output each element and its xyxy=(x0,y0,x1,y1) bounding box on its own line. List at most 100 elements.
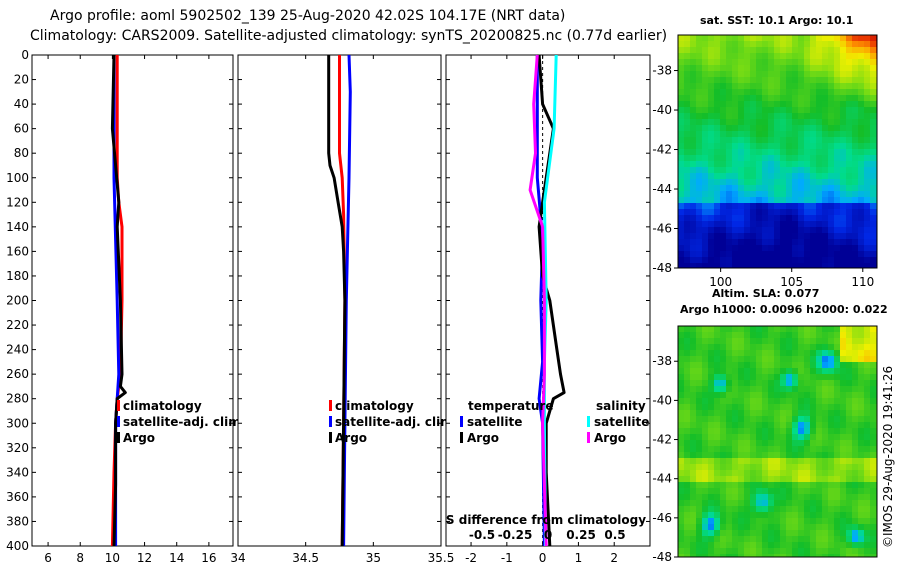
heatmap-cell xyxy=(816,59,822,65)
heatmap-cell xyxy=(792,59,798,65)
heatmap-cell xyxy=(684,380,690,386)
heatmap-cell xyxy=(744,488,750,494)
heatmap-cell xyxy=(828,167,834,173)
heatmap-cell xyxy=(810,101,816,107)
heatmap-cell xyxy=(690,233,696,239)
heatmap-cell xyxy=(702,356,708,362)
heatmap-cell xyxy=(738,107,744,113)
heatmap-cell xyxy=(810,155,816,161)
heatmap-cell xyxy=(810,434,816,440)
heatmap-cell xyxy=(708,179,714,185)
heatmap-cell xyxy=(702,137,708,143)
heatmap-cell xyxy=(720,65,726,71)
heatmap-cell xyxy=(732,410,738,416)
heatmap-cell xyxy=(810,440,816,446)
heatmap-cell xyxy=(714,392,720,398)
heatmap-cell xyxy=(846,53,852,59)
heatmap-cell xyxy=(834,488,840,494)
heatmap-cell xyxy=(708,554,714,557)
heatmap-cell xyxy=(696,155,702,161)
heatmap-cell xyxy=(864,458,870,464)
heatmap-cell xyxy=(828,338,834,344)
heatmap-cell xyxy=(822,125,828,131)
heatmap-cell xyxy=(786,434,792,440)
heatmap-cell xyxy=(822,113,828,119)
heatmap-cell xyxy=(840,332,846,338)
heatmap-cell xyxy=(804,344,810,350)
heatmap-cell xyxy=(810,476,816,482)
heatmap-cell xyxy=(798,434,804,440)
heatmap-cell xyxy=(768,368,774,374)
heatmap-cell xyxy=(822,257,828,263)
heatmap-cell xyxy=(684,554,690,557)
heatmap-cell xyxy=(852,59,858,65)
heatmap-cell xyxy=(804,179,810,185)
heatmap-cell xyxy=(678,464,684,470)
heatmap-cell xyxy=(864,494,870,500)
heatmap-cell xyxy=(696,113,702,119)
heatmap-cell xyxy=(810,500,816,506)
heatmap-cell xyxy=(744,41,750,47)
heatmap-cell xyxy=(678,197,684,203)
heatmap-cell xyxy=(816,536,822,542)
heatmap-cell xyxy=(726,197,732,203)
heatmap-cell xyxy=(774,374,780,380)
heatmap-cell xyxy=(756,452,762,458)
heatmap-cell xyxy=(846,197,852,203)
heatmap-cell xyxy=(798,542,804,548)
heatmap-cell xyxy=(846,221,852,227)
heatmap-cell xyxy=(756,374,762,380)
heatmap-cell xyxy=(810,209,816,215)
heatmap-cell xyxy=(714,494,720,500)
heatmap-cell xyxy=(738,470,744,476)
heatmap-cell xyxy=(780,530,786,536)
map-y-tick-label: -42 xyxy=(652,143,672,157)
heatmap-cell xyxy=(852,404,858,410)
heatmap-cell xyxy=(702,89,708,95)
heatmap-cell xyxy=(774,506,780,512)
heatmap-cell xyxy=(822,356,828,362)
heatmap-cell xyxy=(864,209,870,215)
heatmap-cell xyxy=(756,326,762,332)
heatmap-cell xyxy=(750,77,756,83)
heatmap-cell xyxy=(846,392,852,398)
heatmap-cell xyxy=(684,263,690,268)
heatmap-cell xyxy=(696,446,702,452)
heatmap-cell xyxy=(864,374,870,380)
heatmap-cell xyxy=(774,59,780,65)
heatmap-cell xyxy=(732,476,738,482)
heatmap-cell xyxy=(840,47,846,53)
heatmap-cell xyxy=(840,113,846,119)
heatmap-cell xyxy=(750,143,756,149)
heatmap-cell xyxy=(774,101,780,107)
heatmap-cell xyxy=(834,512,840,518)
heatmap-cell xyxy=(774,131,780,137)
heatmap-cell xyxy=(708,119,714,125)
heatmap-cell xyxy=(708,476,714,482)
heatmap-cell xyxy=(834,239,840,245)
heatmap-cell xyxy=(690,89,696,95)
heatmap-cell xyxy=(744,155,750,161)
heatmap-cell xyxy=(678,155,684,161)
heatmap-cell xyxy=(792,524,798,530)
heatmap-cell xyxy=(726,488,732,494)
heatmap-cell xyxy=(798,257,804,263)
heatmap-cell xyxy=(714,113,720,119)
heatmap-cell xyxy=(816,167,822,173)
heatmap-cell xyxy=(810,470,816,476)
heatmap-cell xyxy=(852,416,858,422)
heatmap-cell xyxy=(726,452,732,458)
heatmap-cell xyxy=(780,113,786,119)
heatmap-cell xyxy=(690,518,696,524)
heatmap-cell xyxy=(738,392,744,398)
heatmap-cell xyxy=(786,428,792,434)
heatmap-cell xyxy=(840,536,846,542)
heatmap-cell xyxy=(768,113,774,119)
heatmap-cell xyxy=(774,53,780,59)
heatmap-cell xyxy=(732,446,738,452)
heatmap-cell xyxy=(864,392,870,398)
heatmap-cell xyxy=(702,113,708,119)
heatmap-cell xyxy=(714,191,720,197)
heatmap-cell xyxy=(708,362,714,368)
heatmap-cell xyxy=(864,155,870,161)
